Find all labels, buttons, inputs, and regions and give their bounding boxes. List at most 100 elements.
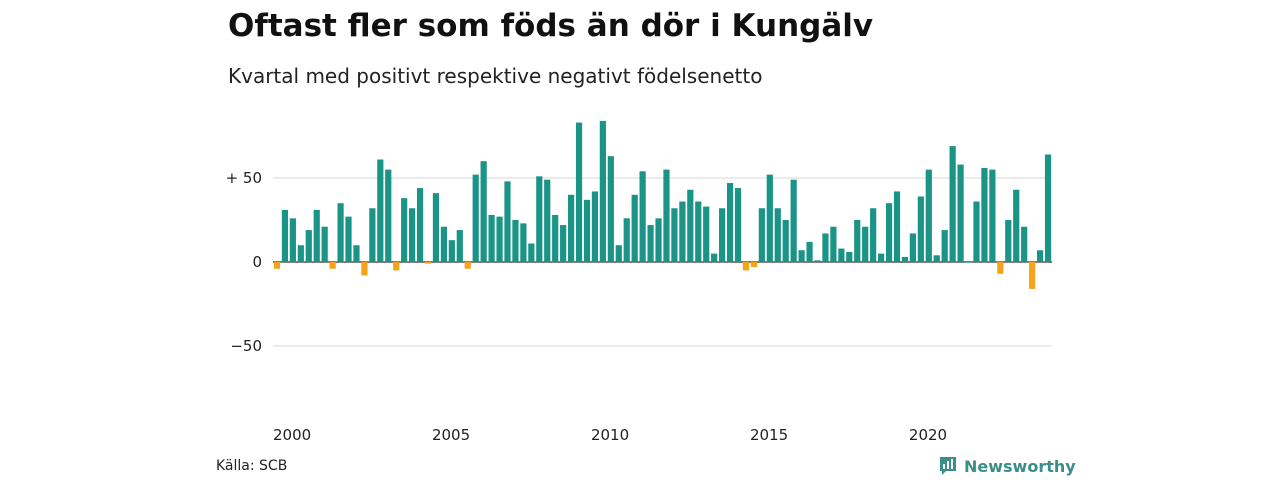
bar-positive: [313, 209, 320, 262]
bar-positive: [591, 191, 599, 262]
chart-title: Oftast fler som föds än dör i Kungälv: [228, 8, 874, 44]
bar-positive: [925, 169, 932, 262]
bar-positive: [289, 218, 296, 262]
chart-subtitle: Kvartal med positivt respektive negativt…: [228, 64, 763, 88]
bar-negative: [997, 262, 1004, 274]
bar-positive: [949, 146, 956, 262]
bar-positive: [1013, 189, 1020, 262]
bar-positive: [973, 201, 980, 262]
bars: [273, 120, 1052, 289]
bar-positive: [862, 226, 869, 262]
bar-positive: [941, 230, 948, 262]
x-tick-label: 2000: [273, 426, 311, 444]
bar-positive: [806, 241, 813, 262]
bar-negative: [464, 262, 471, 269]
brand-logo: Newsworthy: [938, 455, 1076, 477]
bar-positive: [401, 198, 408, 262]
newsworthy-logo-icon: [940, 457, 956, 475]
bar-positive: [1005, 220, 1012, 262]
bar-positive: [631, 194, 638, 262]
x-tick-label: 2010: [591, 426, 629, 444]
bar-positive: [933, 255, 940, 262]
brand-name: Newsworthy: [964, 456, 1076, 476]
bar-positive: [893, 191, 901, 262]
bar-positive: [496, 216, 503, 262]
bar-positive: [687, 189, 694, 262]
bar-positive: [456, 230, 463, 262]
bar-positive: [369, 208, 376, 262]
bar-positive: [377, 159, 384, 262]
y-tick-label: + 50: [226, 169, 262, 187]
bar-positive: [989, 169, 996, 262]
bar-positive: [909, 233, 916, 262]
bar-positive: [504, 181, 511, 262]
bar-positive: [575, 122, 583, 262]
bar-positive: [520, 223, 527, 262]
bar-positive: [512, 220, 519, 262]
bar-positive: [321, 226, 328, 262]
bar-negative: [393, 262, 400, 271]
bar-positive: [647, 225, 654, 262]
bar-positive: [838, 248, 845, 262]
bar-positive: [281, 209, 289, 262]
bar-positive: [432, 193, 440, 262]
bar-positive: [885, 203, 893, 262]
bar-positive: [671, 208, 678, 262]
bar-positive: [798, 250, 805, 262]
bar-positive: [560, 225, 567, 262]
bar-positive: [567, 194, 575, 262]
bar-positive: [607, 156, 614, 262]
bar-positive: [1021, 226, 1028, 262]
bar-positive: [655, 218, 662, 262]
bar-positive: [870, 208, 877, 262]
bar-positive: [488, 214, 495, 262]
bar-positive: [1036, 250, 1044, 262]
bar-negative: [1029, 262, 1036, 289]
bar-negative: [273, 262, 281, 269]
bar-positive: [766, 174, 773, 262]
bar-positive: [814, 260, 821, 262]
bar-positive: [623, 218, 630, 262]
bar-positive: [917, 196, 924, 262]
bar-positive: [878, 253, 885, 262]
bar-positive: [719, 208, 726, 262]
bar-positive: [822, 233, 829, 262]
x-tick-label: 2020: [909, 426, 947, 444]
bar-positive: [345, 216, 352, 262]
bar-positive: [544, 179, 551, 262]
bar-positive: [337, 203, 344, 262]
y-tick-label: −50: [230, 337, 262, 355]
bar-negative: [329, 262, 336, 269]
bar-positive: [758, 208, 765, 262]
bar-negative: [750, 262, 758, 268]
bar-positive: [774, 208, 781, 262]
y-tick-label: 0: [252, 253, 262, 271]
axis-labels: + 50 0 −50 2000 2005 2010 2015 2020: [226, 169, 948, 444]
bar-positive: [782, 220, 789, 262]
bar-positive: [528, 243, 535, 262]
bar-positive: [297, 245, 304, 262]
bar-positive: [409, 208, 416, 262]
bar-positive: [615, 245, 622, 262]
bar-positive: [480, 161, 487, 262]
bar-positive: [416, 188, 424, 262]
bar-positive: [957, 164, 964, 262]
bar-positive: [846, 251, 853, 262]
bar-positive: [981, 167, 988, 262]
bar-positive: [790, 179, 797, 262]
bar-positive: [854, 220, 861, 262]
bar-positive: [448, 240, 455, 262]
bar-positive: [679, 201, 686, 262]
bar-positive: [552, 214, 559, 262]
bar-negative: [361, 262, 368, 276]
bar-positive: [440, 226, 447, 262]
bar-positive: [695, 201, 702, 262]
x-tick-label: 2015: [750, 426, 788, 444]
bar-positive: [711, 253, 718, 262]
bar-positive: [726, 183, 734, 262]
bar-positive: [305, 230, 312, 262]
bar-positive: [965, 262, 972, 263]
bar-positive: [1044, 154, 1052, 262]
bar-positive: [599, 120, 606, 262]
